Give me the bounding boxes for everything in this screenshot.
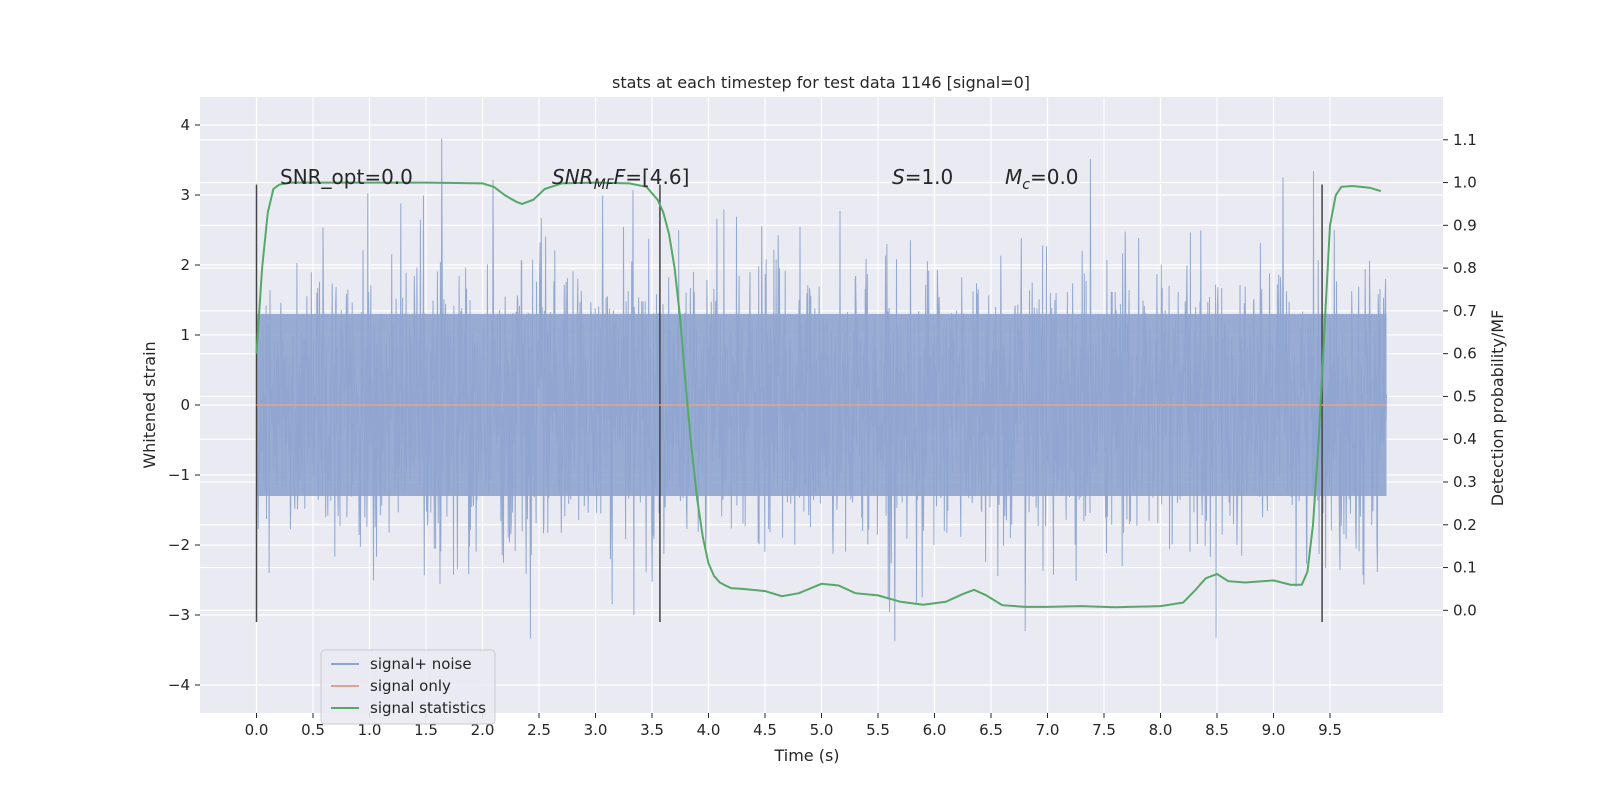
signal-statistics-line — [255, 181, 1382, 609]
y-tick-label: 1 — [180, 326, 190, 344]
annotation-s-value: =1.0 — [905, 165, 954, 189]
x-tick-label: 7.0 — [1036, 721, 1060, 739]
y-right-tick-label: 0.0 — [1453, 601, 1477, 619]
y-right-tick-label: 0.4 — [1453, 430, 1477, 448]
annotation-snr-mf-sub: MF — [594, 177, 615, 193]
y-tick-label: 0 — [180, 396, 190, 414]
x-tick-label: 4.0 — [697, 721, 721, 739]
annotation-mc-value: =0.0 — [1030, 165, 1079, 189]
x-axis-title: Time (s) — [773, 746, 839, 765]
x-tick-label: 4.5 — [753, 721, 777, 739]
legend-label-signal-noise: signal+ noise — [370, 655, 472, 673]
x-tick-label: 5.5 — [866, 721, 890, 739]
x-tick-label: 2.0 — [471, 721, 495, 739]
y-right-tick-label: 1.1 — [1453, 131, 1477, 149]
x-tick-label: 9.5 — [1318, 721, 1342, 739]
y-tick-label: 2 — [180, 256, 190, 274]
y-tick-label: −4 — [168, 676, 190, 694]
legend-label-signal-statistics: signal statistics — [370, 699, 486, 717]
y-tick-label: 3 — [180, 186, 190, 204]
annotation-snr-mf-main: SNR — [552, 165, 594, 189]
legend: signal+ noise signal only signal statist… — [320, 649, 496, 725]
y-tick-label: −2 — [168, 536, 190, 554]
y-right-tick-label: 1.0 — [1453, 174, 1477, 192]
x-tick-label: 7.5 — [1092, 721, 1116, 739]
y-axis-right-title: Detection probability/MF — [1488, 310, 1507, 507]
annotation-mc-sub: c — [1022, 177, 1030, 193]
y-tick-label: −1 — [168, 466, 190, 484]
x-tick-label: 8.0 — [1149, 721, 1173, 739]
annotation-snr-opt: SNR_opt=0.0 — [280, 165, 413, 189]
annotations: SNR_opt=0.0 SNRMFF=[4.6] S=1.0 Mc=0.0 — [280, 165, 1079, 193]
x-tick-label: 6.5 — [979, 721, 1003, 739]
annotation-s-label: S — [892, 165, 905, 189]
x-tick-label: 5.0 — [810, 721, 834, 739]
y-right-tick-label: 0.8 — [1453, 259, 1477, 277]
annotation-snr-mf-main2: F — [614, 165, 626, 189]
legend-frame — [320, 649, 496, 725]
x-tick-label: 1.0 — [358, 721, 382, 739]
x-tick-label: 8.5 — [1205, 721, 1229, 739]
x-tick-label: 6.0 — [923, 721, 947, 739]
x-tick-label: 9.0 — [1262, 721, 1286, 739]
series-lines — [255, 181, 1387, 609]
legend-label-signal-only: signal only — [370, 677, 451, 695]
chart-title: stats at each timestep for test data 114… — [612, 73, 1030, 92]
y-tick-label: 4 — [180, 116, 190, 134]
y-right-tick-label: 0.7 — [1453, 302, 1477, 320]
x-tick-label: 3.0 — [584, 721, 608, 739]
x-tick-label: 3.5 — [640, 721, 664, 739]
y-right-tick-label: 0.9 — [1453, 216, 1477, 234]
y-right-tick-label: 0.2 — [1453, 516, 1477, 534]
y-right-tick-label: 0.6 — [1453, 345, 1477, 363]
annotation-snr-mf: SNRMFF=[4.6] — [552, 165, 689, 193]
x-tick-label: 0.0 — [245, 721, 269, 739]
x-tick-label: 0.5 — [301, 721, 325, 739]
y-right-tick-label: 0.1 — [1453, 559, 1477, 577]
y-right-tick-label: 0.5 — [1453, 387, 1477, 405]
annotation-mc: Mc=0.0 — [1005, 165, 1079, 193]
annotation-s: S=1.0 — [892, 165, 953, 189]
annotation-mc-label: M — [1005, 165, 1022, 189]
x-tick-label: 2.5 — [527, 721, 551, 739]
annotation-snr-mf-value: =[4.6] — [625, 165, 689, 189]
y-axis-title: Whitened strain — [140, 341, 159, 468]
vertical-markers — [255, 184, 1323, 622]
y-tick-label: −3 — [168, 606, 190, 624]
x-tick-label: 1.5 — [414, 721, 438, 739]
y-right-tick-label: 0.3 — [1453, 473, 1477, 491]
axes: 0.0 0.5 1.0 1.5 2.0 2.5 3.0 3.5 4.0 4.5 5.0 5.5 6.0 6… — [168, 116, 1477, 739]
